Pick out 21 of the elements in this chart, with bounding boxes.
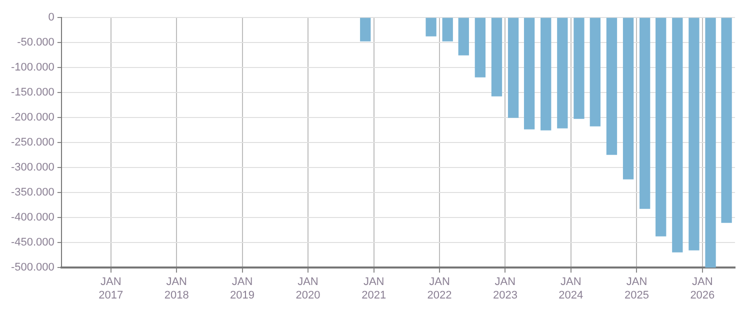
x-tick-label: JAN 2022 bbox=[427, 276, 452, 302]
y-tick-label: -350.000 bbox=[10, 186, 54, 199]
y-tick-label: -450.000 bbox=[10, 236, 54, 249]
x-tick-label: JAN 2017 bbox=[98, 276, 124, 302]
y-tick-label: -250.000 bbox=[10, 136, 54, 149]
x-tick-label: JAN 2025 bbox=[624, 276, 649, 302]
x-tick-label: JAN 2019 bbox=[230, 276, 255, 302]
y-tick-label: -300.000 bbox=[10, 162, 54, 174]
x-tick-label: JAN 2023 bbox=[492, 276, 518, 302]
x-tick-label: JAN 2018 bbox=[164, 276, 189, 302]
x-tick-label: JAN 2021 bbox=[362, 276, 386, 302]
x-tick-label: JAN 2020 bbox=[296, 276, 320, 302]
y-tick-label: 0 bbox=[48, 12, 54, 24]
y-tick-label: -100.000 bbox=[10, 62, 54, 74]
y-tick-label: -400.000 bbox=[10, 212, 54, 224]
y-tick-label: -200.000 bbox=[10, 112, 54, 124]
y-tick-label: -500.000 bbox=[10, 262, 54, 274]
y-tick-label: -50.000 bbox=[17, 36, 54, 49]
x-tick-label: JAN 2026 bbox=[690, 276, 715, 302]
x-tick-label: JAN 2024 bbox=[558, 276, 584, 302]
y-tick-label: -150.000 bbox=[10, 86, 54, 99]
